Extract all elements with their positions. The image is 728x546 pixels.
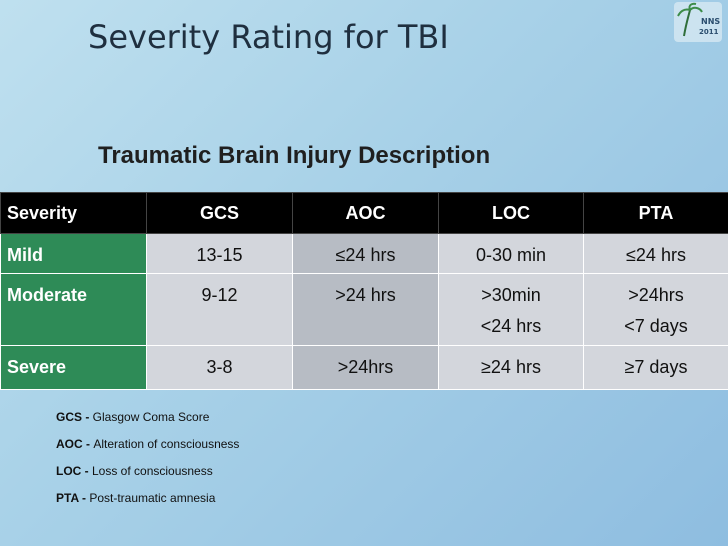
cell-loc: ≥24 hrs	[438, 345, 584, 390]
gcs-value: 13-15	[196, 245, 243, 265]
cell-aoc: >24hrs	[292, 345, 439, 390]
table-header-row: Severity GCS AOC LOC PTA	[0, 192, 728, 234]
loc-value: 0-30 min	[475, 245, 547, 265]
legend-text: Glasgow Coma Score	[92, 410, 210, 424]
cell-loc: 0-30 min	[438, 233, 584, 274]
loc-value: <24 hrs	[480, 316, 542, 336]
abbreviation-legend: GCS - Glasgow Coma Score AOC - Alteratio…	[56, 410, 239, 518]
table-row-moderate: Moderate 9-12 >24 hrs >30min <24 hrs >24…	[0, 273, 728, 346]
header-gcs: GCS	[146, 192, 293, 234]
legend-item: AOC - Alteration of consciousness	[56, 437, 239, 464]
cell-gcs: 3-8	[146, 345, 293, 390]
legend-abbr: LOC -	[56, 464, 92, 478]
slide-title: Severity Rating for TBI	[88, 18, 449, 56]
legend-text: Post-traumatic amnesia	[89, 491, 216, 505]
logo-text-year: 2011	[699, 28, 719, 36]
aoc-value: >24 hrs	[335, 285, 396, 305]
cell-severity: Mild	[0, 233, 147, 274]
cell-aoc: >24 hrs	[292, 273, 439, 346]
gcs-value: 3-8	[206, 357, 233, 377]
table-subtitle: Traumatic Brain Injury Description	[98, 142, 491, 169]
table-row-mild: Mild 13-15 ≤24 hrs 0-30 min ≤24 hrs	[0, 233, 728, 274]
cell-gcs: 9-12	[146, 273, 293, 346]
cell-severity: Moderate	[0, 273, 147, 346]
legend-text: Alteration of consciousness	[93, 437, 240, 451]
pta-value: ≤24 hrs	[626, 245, 686, 265]
legend-item: GCS - Glasgow Coma Score	[56, 410, 239, 437]
nns-2011-logo: NNS 2011	[674, 2, 722, 42]
severity-label: Mild	[7, 245, 43, 265]
header-severity: Severity	[0, 192, 147, 234]
cell-loc: >30min <24 hrs	[438, 273, 584, 346]
cell-gcs: 13-15	[146, 233, 293, 274]
pta-value: <7 days	[624, 316, 688, 336]
legend-abbr: GCS -	[56, 410, 93, 424]
severity-table: Severity GCS AOC LOC PTA Mild 13-15 ≤24 …	[0, 192, 728, 390]
legend-item: PTA - Post-traumatic amnesia	[56, 491, 239, 518]
header-aoc: AOC	[292, 192, 439, 234]
logo-text-nns: NNS	[701, 17, 720, 26]
legend-abbr: PTA -	[56, 491, 90, 505]
gcs-value: 9-12	[201, 285, 238, 305]
aoc-value: >24hrs	[337, 357, 394, 377]
cell-severity: Severe	[0, 345, 147, 390]
cell-pta: >24hrs <7 days	[583, 273, 728, 346]
cell-aoc: ≤24 hrs	[292, 233, 439, 274]
loc-value: ≥24 hrs	[481, 357, 541, 377]
legend-item: LOC - Loss of consciousness	[56, 464, 239, 491]
pta-value: ≥7 days	[624, 357, 688, 377]
severity-label: Moderate	[7, 285, 88, 305]
legend-abbr: AOC -	[56, 437, 94, 451]
legend-text: Loss of consciousness	[92, 464, 213, 478]
severity-label: Severe	[7, 357, 67, 377]
cell-pta: ≥7 days	[583, 345, 728, 390]
cell-pta: ≤24 hrs	[583, 233, 728, 274]
aoc-value: ≤24 hrs	[335, 245, 396, 265]
header-pta: PTA	[583, 192, 728, 234]
pta-value: >24hrs	[628, 285, 684, 305]
header-loc: LOC	[438, 192, 584, 234]
table-row-severe: Severe 3-8 >24hrs ≥24 hrs ≥7 days	[0, 345, 728, 390]
loc-value: >30min	[481, 285, 541, 305]
